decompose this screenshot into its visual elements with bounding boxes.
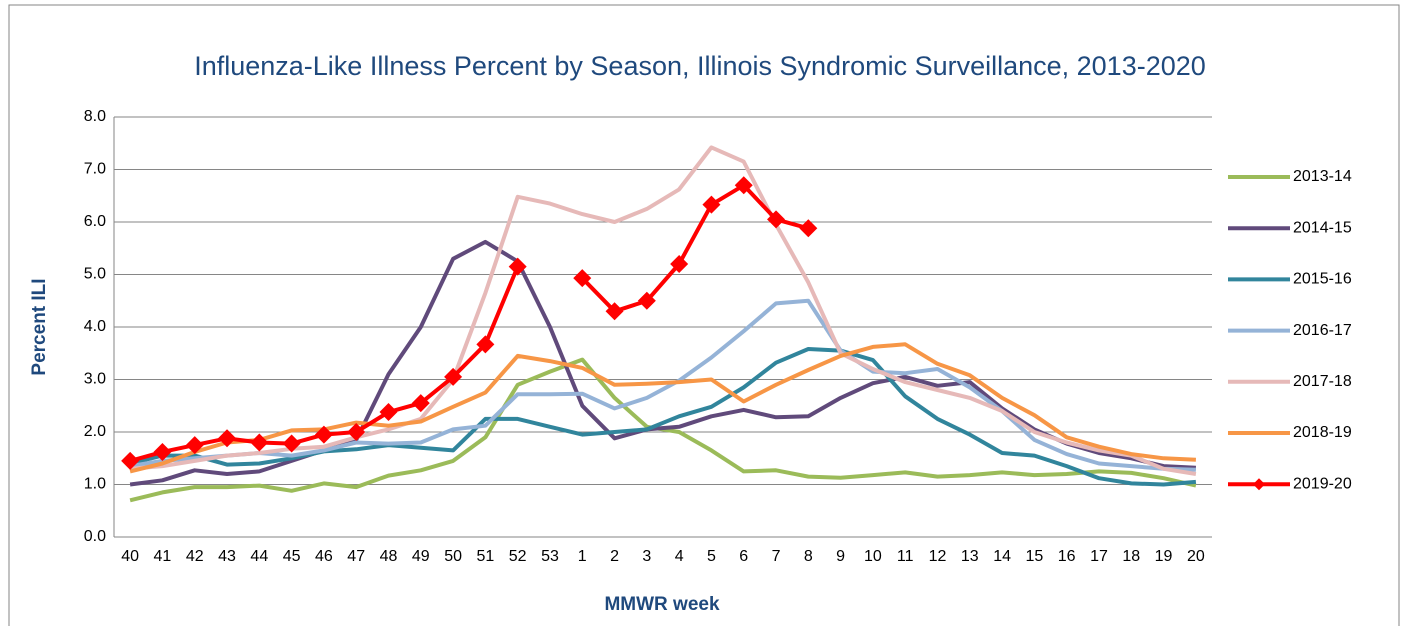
y-tick-label: 5.0: [84, 266, 106, 283]
point-marker: [314, 425, 333, 444]
x-tick-label: 6: [739, 548, 748, 565]
y-tick-label: 4.0: [84, 318, 106, 335]
x-tick-label: 8: [804, 548, 813, 565]
x-tick-label: 10: [864, 548, 882, 565]
point-marker: [250, 433, 269, 452]
point-marker: [411, 394, 430, 413]
legend-label: 2018-19: [1293, 424, 1352, 441]
point-marker: [767, 210, 786, 229]
x-tick-label: 51: [476, 548, 494, 565]
legend-label: 2015-16: [1293, 271, 1352, 288]
x-tick-label: 19: [1155, 548, 1173, 565]
x-tick-label: 49: [412, 548, 430, 565]
x-tick-label: 40: [121, 548, 139, 565]
x-tick-label: 1: [578, 548, 587, 565]
x-tick-label: 53: [541, 548, 559, 565]
x-tick-label: 2: [610, 548, 619, 565]
x-tick-label: 14: [993, 548, 1011, 565]
x-tick-label: 48: [380, 548, 398, 565]
y-tick-label: 7.0: [84, 161, 106, 178]
point-marker: [734, 176, 753, 195]
y-tick-label: 6.0: [84, 213, 106, 230]
point-marker: [702, 195, 721, 214]
x-tick-label: 12: [929, 548, 947, 565]
point-marker: [379, 403, 398, 422]
series-line: [129, 298, 1196, 472]
x-tick-label: 13: [961, 548, 979, 565]
point-marker: [605, 302, 624, 321]
x-axis-label: MMWR week: [604, 594, 720, 615]
x-tick-label: 52: [509, 548, 527, 565]
x-tick-label: 4: [675, 548, 684, 565]
x-tick-label: 11: [897, 548, 914, 565]
x-tick-label: 45: [283, 548, 301, 565]
legend-label: 2017-18: [1293, 373, 1352, 390]
y-tick-label: 1.0: [84, 476, 106, 493]
point-marker: [670, 255, 689, 273]
x-tick-label: 7: [772, 548, 781, 565]
x-tick-label: 9: [836, 548, 845, 565]
x-tick-label: 16: [1058, 548, 1076, 565]
point-marker: [347, 423, 366, 441]
x-tick-label: 42: [186, 548, 204, 565]
x-tick-label: 44: [250, 548, 268, 565]
x-tick-label: 3: [642, 548, 651, 565]
x-tick-label: 47: [347, 548, 365, 565]
x-tick-label: 18: [1122, 548, 1140, 565]
x-tick-label: 20: [1187, 548, 1205, 565]
point-marker: [185, 436, 204, 455]
x-tick-label: 5: [707, 548, 716, 565]
x-tick-label: 15: [1025, 548, 1043, 565]
point-marker: [508, 257, 527, 276]
x-tick-label: 41: [154, 548, 172, 565]
y-tick-label: 8.0: [84, 108, 106, 125]
legend-marker: [1253, 478, 1265, 491]
y-tick-label: 2.0: [84, 423, 106, 440]
point-marker: [121, 451, 140, 470]
point-marker: [476, 335, 495, 354]
chart-frame: [8, 4, 1400, 631]
point-marker: [282, 434, 301, 453]
y-tick-label: 0.0: [84, 528, 106, 545]
point-marker: [637, 291, 656, 310]
chart-title: Influenza-Like Illness Percent by Season…: [194, 51, 1206, 81]
x-tick-label: 46: [315, 548, 333, 565]
legend-label: 2016-17: [1293, 322, 1352, 339]
x-tick-label: 43: [218, 548, 236, 565]
y-tick-label: 3.0: [84, 371, 106, 388]
legend-label: 2013-14: [1293, 168, 1352, 185]
series-line: [129, 145, 1197, 476]
point-marker: [444, 367, 463, 386]
x-tick-label: 17: [1090, 548, 1108, 565]
point-marker: [153, 442, 172, 461]
point-marker: [573, 269, 592, 288]
series-line: [129, 342, 1196, 474]
x-tick-label: 50: [444, 548, 462, 565]
point-marker: [218, 429, 237, 448]
y-axis-label: Percent ILI: [29, 278, 50, 375]
legend-label: 2014-15: [1293, 219, 1352, 236]
point-marker: [799, 219, 818, 238]
legend-label: 2019-20: [1293, 475, 1352, 492]
